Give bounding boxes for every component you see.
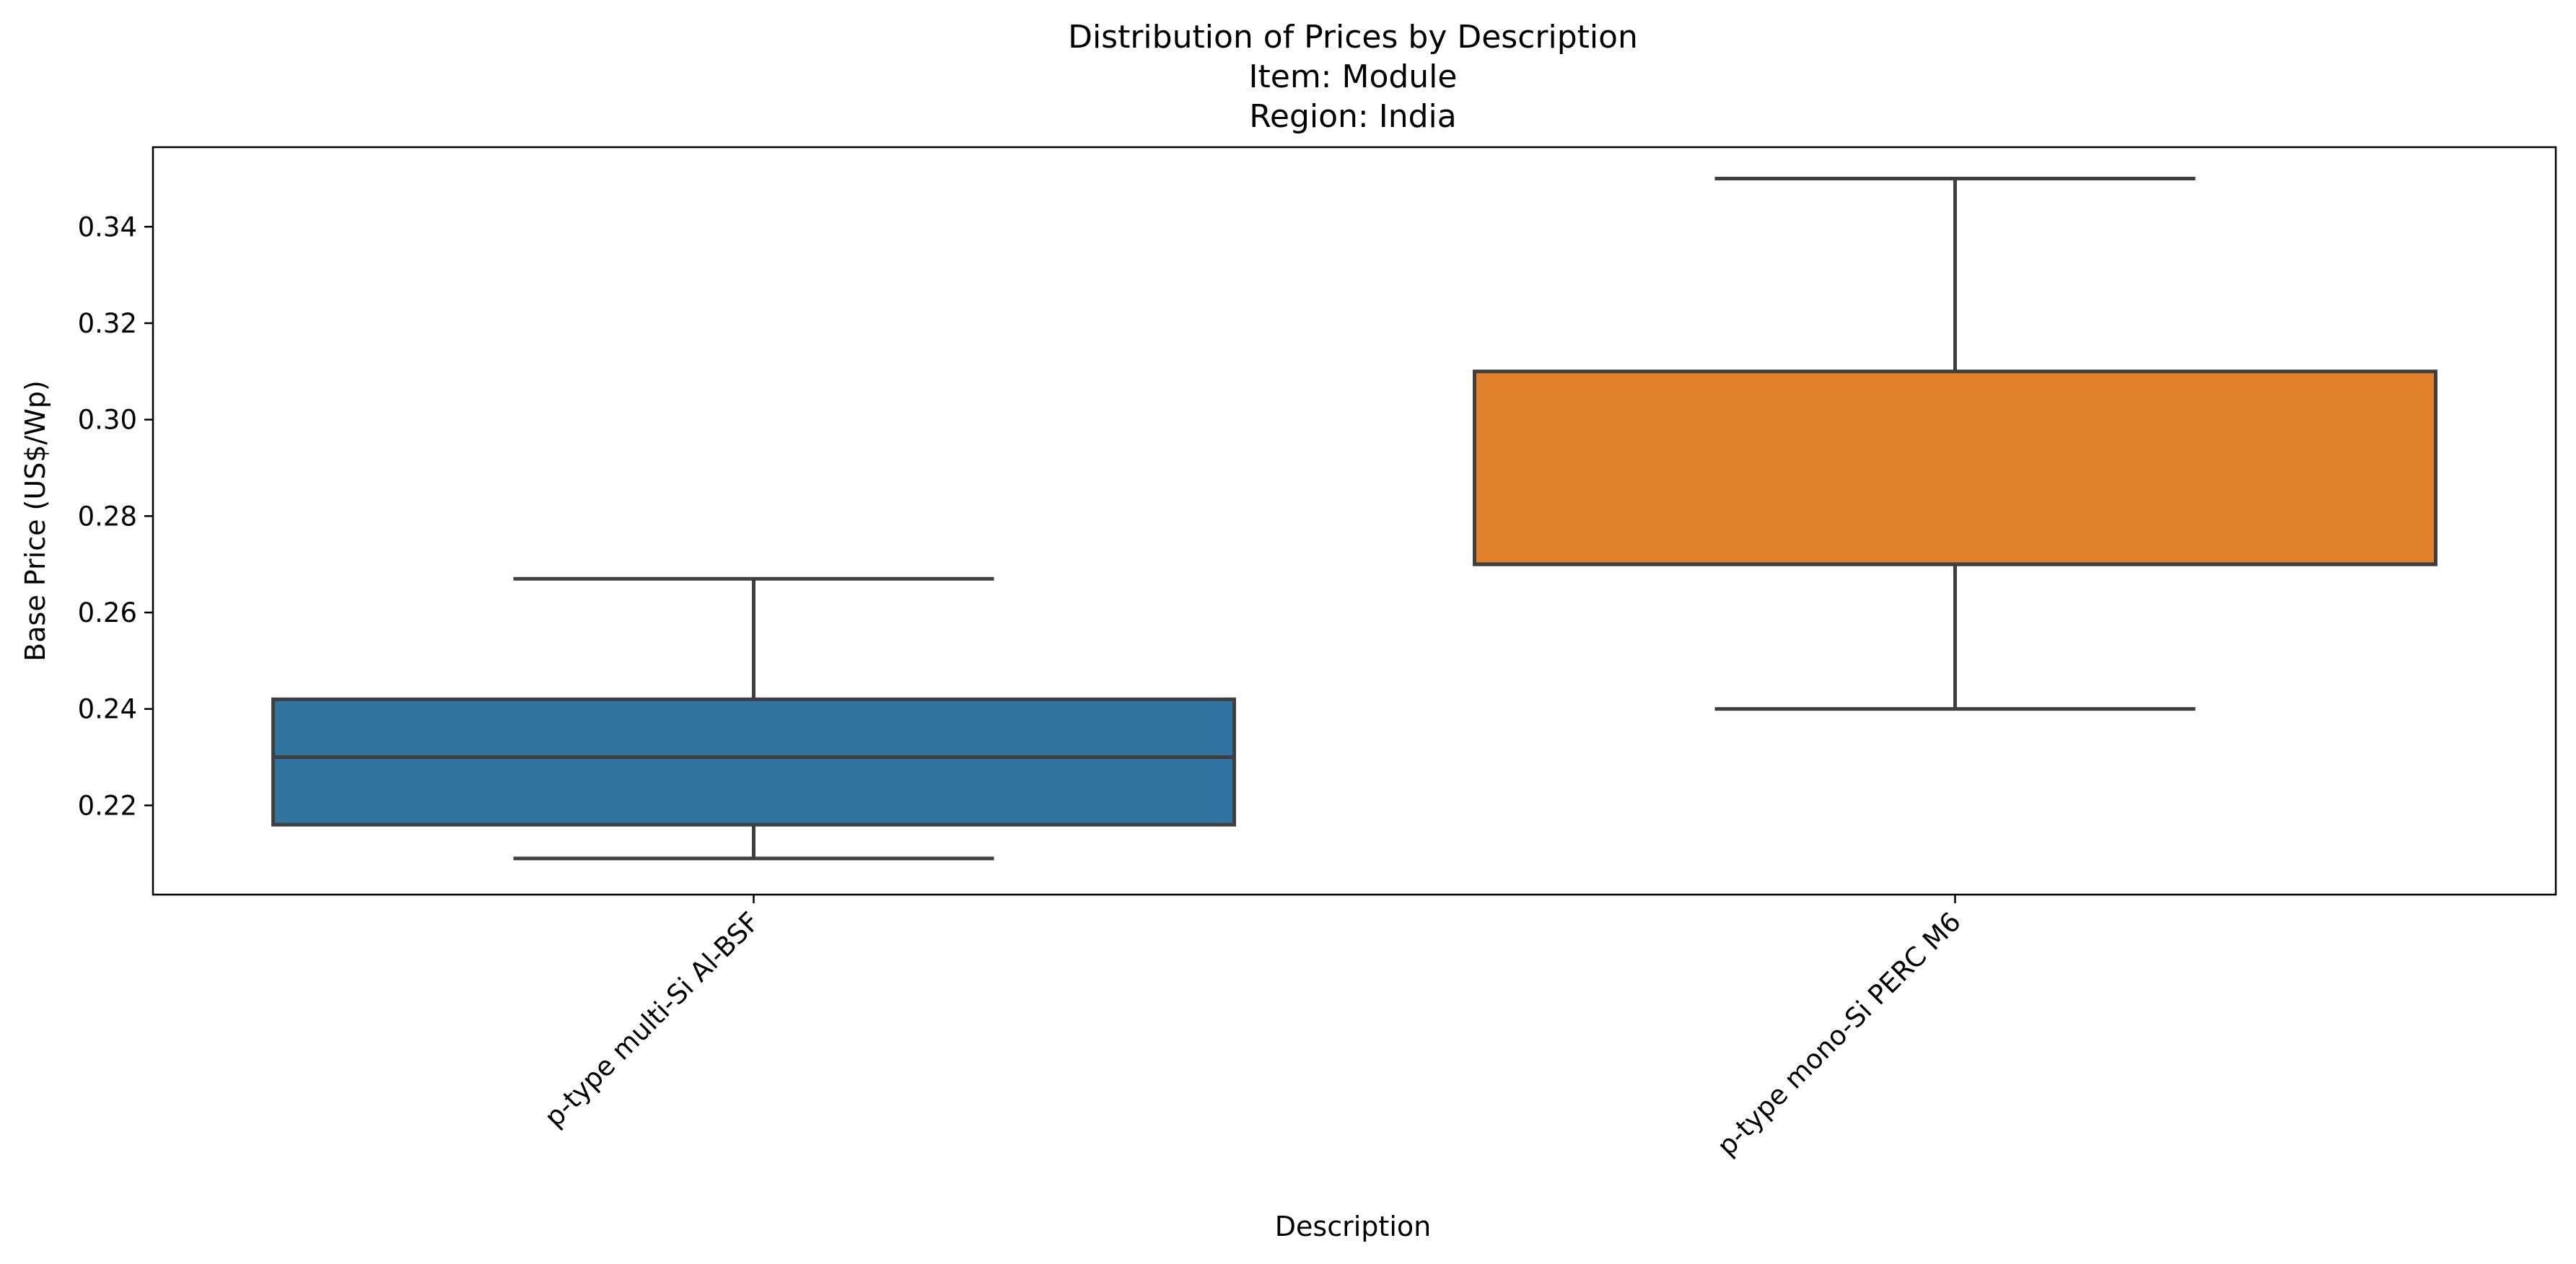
x-axis-label: Description bbox=[1275, 1211, 1431, 1242]
y-tick-label: 0.34 bbox=[78, 211, 137, 242]
plot-frame bbox=[152, 146, 2557, 896]
box-iqr bbox=[271, 697, 1236, 827]
y-tick-label: 0.22 bbox=[78, 790, 137, 821]
chart-title-line-2: Item: Module bbox=[1249, 58, 1458, 95]
y-tick-label: 0.28 bbox=[78, 501, 137, 532]
y-axis-label: Base Price (US$/Wp) bbox=[19, 380, 51, 662]
plot-content: 0.22 0.24 0.26 0.28 0.30 0.32 0.34 p-type multi… bbox=[78, 176, 2437, 1162]
y-tick-label: 0.32 bbox=[78, 308, 137, 339]
chart-title-line-1: Distribution of Prices by Description bbox=[1068, 19, 1638, 56]
box-iqr bbox=[1473, 369, 2437, 566]
y-tick-label: 0.26 bbox=[78, 597, 137, 628]
x-tick-label: p-type mono-Si PERC M6 bbox=[1711, 906, 1966, 1162]
x-tick-label: p-type multi-Si Al-BSF bbox=[538, 906, 766, 1133]
y-tick-label: 0.24 bbox=[78, 694, 137, 725]
chart-title-line-3: Region: India bbox=[1249, 98, 1456, 135]
chart-title: Distribution of Prices by Description It… bbox=[1068, 19, 1638, 135]
y-tick-label: 0.30 bbox=[78, 405, 137, 436]
